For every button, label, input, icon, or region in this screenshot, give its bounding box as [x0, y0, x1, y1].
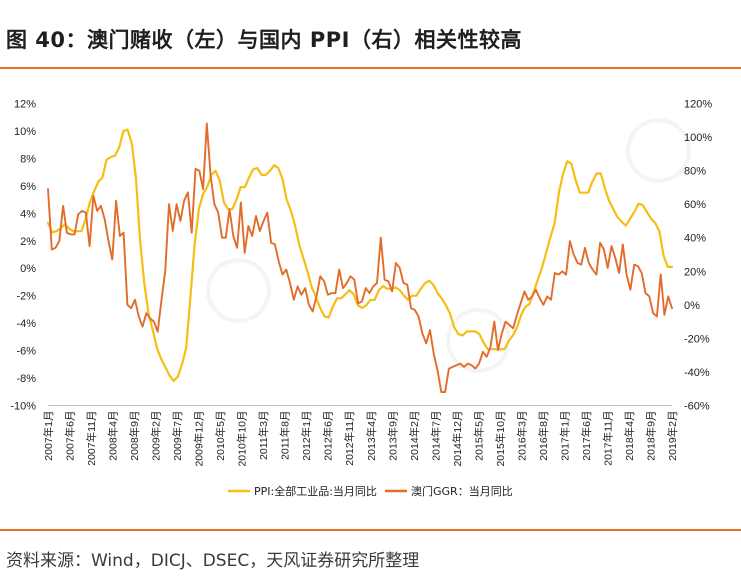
x-axis-tick-label: 2009年2月: [150, 411, 163, 461]
x-axis-tick-label: 2007年11月: [85, 411, 98, 466]
x-axis-tick-label: 2017年1月: [558, 411, 571, 461]
x-axis-tick-label: 2007年6月: [64, 411, 77, 461]
x-axis-tick-label: 2011年3月: [257, 411, 270, 460]
right-axis-tick-label: 20%: [684, 266, 706, 278]
x-axis-tick-label: 2011年8月: [279, 411, 292, 460]
ppi-series-line: [46, 128, 674, 382]
right-axis-tick-label: 0%: [684, 300, 700, 312]
ppi-legend-label: PPI:全部工业品:当月同比: [254, 484, 377, 498]
right-axis-tick-label: -20%: [684, 333, 710, 345]
title-divider: [0, 67, 741, 69]
left-axis-tick-label: -6%: [16, 346, 36, 358]
ggr-series-line: [47, 122, 673, 394]
x-axis-tick-label: 2013年9月: [386, 411, 399, 461]
x-axis-tick-label: 2017年6月: [580, 411, 593, 461]
right-axis-tick-label: -40%: [684, 367, 710, 379]
right-axis-tick-label: 60%: [684, 199, 706, 211]
left-axis-tick-label: 4%: [20, 208, 36, 220]
left-axis-tick-label: 2%: [20, 236, 36, 248]
source-note: 资料来源：Wind，DICJ、DSEC，天风证券研究所整理: [6, 551, 420, 571]
x-axis-tick-label: 2015年5月: [472, 411, 485, 461]
x-axis-tick-label: 2015年10月: [494, 411, 507, 467]
right-axis-tick-label: 80%: [684, 166, 706, 178]
x-axis-tick-label: 2014年12月: [451, 411, 464, 467]
left-axis-tick-label: -8%: [16, 373, 36, 385]
x-axis-tick-label: 2012年6月: [322, 411, 335, 461]
left-axis-tick-label: 12%: [14, 99, 36, 111]
x-axis-tick-label: 2009年7月: [171, 411, 184, 461]
left-axis-tick-label: 10%: [14, 126, 36, 138]
right-axis-tick-label: 100%: [684, 132, 712, 144]
x-axis-tick-label: 2008年4月: [107, 411, 120, 461]
right-axis-tick-label: 40%: [684, 233, 706, 245]
x-axis-tick-label: 2014年2月: [408, 411, 421, 461]
x-axis-tick-label: 2016年8月: [537, 411, 550, 461]
left-axis-tick-label: 6%: [20, 181, 36, 193]
left-axis-tick-label: -4%: [16, 318, 36, 330]
x-axis-tick-label: 2016年3月: [515, 411, 528, 461]
left-axis-tick-label: -10%: [10, 401, 36, 413]
x-axis-tick-label: 2019年2月: [666, 411, 679, 461]
left-axis-tick-label: 8%: [20, 153, 36, 165]
x-axis-tick-label: 2009年12月: [193, 411, 206, 467]
left-axis-tick-label: 0%: [20, 263, 36, 275]
chart-title: 图 40：澳门赌收（左）与国内 PPI（右）相关性较高: [6, 28, 522, 52]
x-axis-tick-label: 2012年11月: [343, 411, 356, 466]
x-axis-tick-label: 2014年7月: [429, 411, 442, 461]
right-axis-tick-label: 120%: [684, 99, 712, 111]
x-axis-tick-label: 2008年9月: [128, 411, 141, 461]
source-divider: [0, 529, 741, 531]
ggr-legend-label: 澳门GGR：当月同比: [411, 484, 513, 498]
chart: 12% 10% 8% 6% 4% 2% 0% -2% -4% -6% -8% -10% 120% 100%…: [10, 99, 712, 499]
x-axis-tick-label: 2017年11月: [601, 411, 614, 466]
x-axis-tick-label: 2018年9月: [645, 411, 658, 461]
x-axis-tick-label: 2018年4月: [623, 411, 636, 461]
x-axis-tick-label: 2007年1月: [42, 411, 55, 461]
right-axis-tick-label: -60%: [684, 401, 710, 413]
x-axis-tick-label: 2012年1月: [300, 411, 313, 461]
left-axis-tick-label: -2%: [16, 291, 36, 303]
x-axis-tick-label: 2010年5月: [214, 411, 227, 461]
x-axis-tick-label: 2010年10月: [236, 411, 249, 467]
x-axis-tick-label: 2013年4月: [365, 411, 378, 461]
